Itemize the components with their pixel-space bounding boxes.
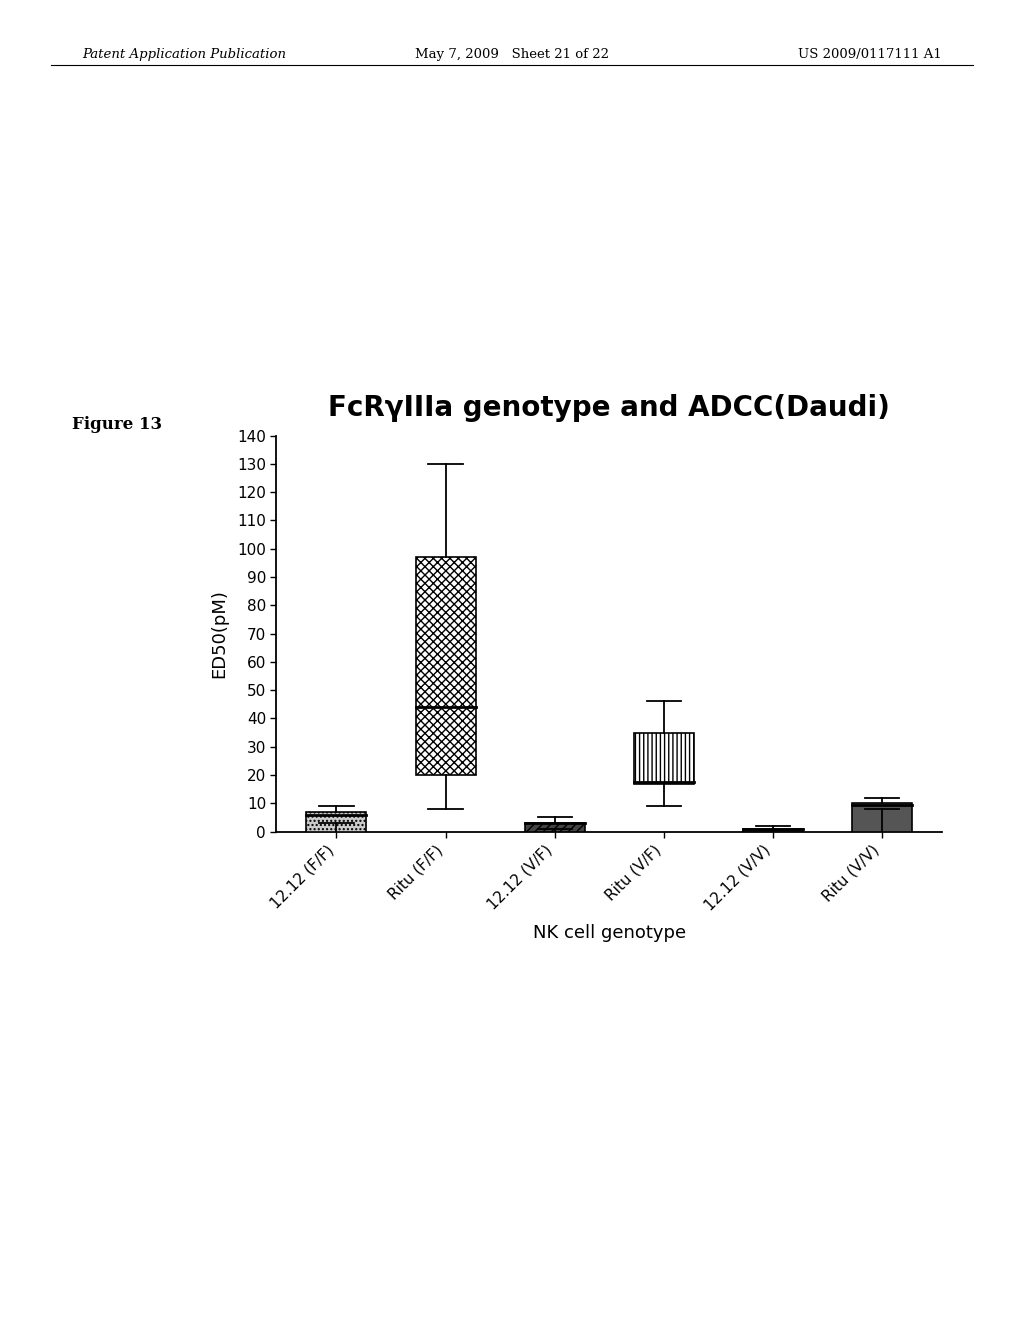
Bar	[743, 829, 803, 832]
Bar	[416, 557, 475, 775]
Text: Patent Application Publication: Patent Application Publication	[82, 48, 286, 61]
Text: US 2009/0117111 A1: US 2009/0117111 A1	[799, 48, 942, 61]
Text: Figure 13: Figure 13	[72, 416, 162, 433]
X-axis label: NK cell genotype: NK cell genotype	[532, 924, 686, 942]
Title: FcRγIIIa genotype and ADCC(Daudi): FcRγIIIa genotype and ADCC(Daudi)	[329, 395, 890, 422]
Text: May 7, 2009   Sheet 21 of 22: May 7, 2009 Sheet 21 of 22	[415, 48, 609, 61]
Bar	[306, 812, 367, 832]
Bar	[524, 824, 585, 832]
Bar	[634, 733, 694, 784]
Y-axis label: ED50(pM): ED50(pM)	[211, 589, 228, 678]
Bar	[852, 804, 912, 832]
